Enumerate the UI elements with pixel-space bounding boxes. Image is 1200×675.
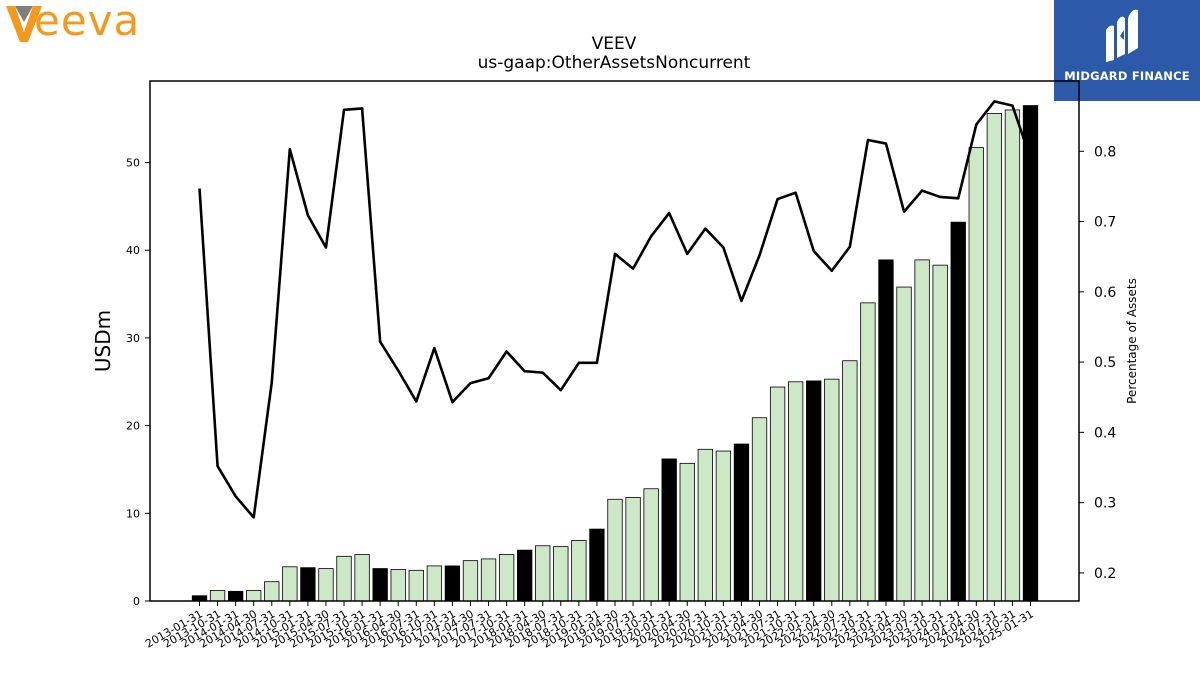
veeva-logo-text: eeva (34, 0, 141, 45)
bar-2020-01-31 (661, 458, 677, 602)
y-tick-label: 10 (126, 507, 140, 520)
bar-2016-04-30 (390, 569, 406, 602)
bar-2018-01-31 (517, 549, 533, 602)
y-tick-label: 40 (126, 244, 140, 257)
y-tick-label: 0 (133, 595, 140, 608)
bar-2021-10-31 (788, 381, 804, 602)
bar-2021-04-30 (751, 417, 768, 602)
bar-2017-10-31 (498, 554, 515, 602)
bar-2023-07-31 (914, 259, 930, 602)
bar-2014-04-30 (246, 590, 262, 602)
chart-title: VEEV (592, 34, 637, 54)
bar-2019-07-31 (625, 497, 641, 602)
bar-2015-10-31 (354, 554, 370, 602)
y2-tick-label: 0.7 (1094, 215, 1116, 231)
bar-2018-04-30 (535, 545, 551, 602)
bar-2021-07-31 (769, 386, 786, 602)
bar-2014-01-31 (227, 590, 244, 602)
bar-2022-07-31 (842, 360, 858, 602)
bar-2022-04-30 (824, 378, 840, 602)
bar-2020-10-31 (715, 450, 732, 602)
bar-2024-10-31 (1004, 109, 1021, 602)
y-tick-label: 50 (126, 157, 140, 170)
y2-tick-label: 0.4 (1094, 425, 1116, 441)
midgard-finance-wordmark: MIDGARD FINANCE (1064, 69, 1190, 83)
bar-2019-10-31 (643, 488, 659, 602)
bar-2013-10-31 (209, 590, 226, 602)
bar-2017-04-30 (462, 560, 479, 602)
bar-2023-01-31 (878, 259, 894, 602)
veeva-v-icon (6, 6, 42, 42)
y2-tick-label: 0.6 (1094, 285, 1116, 301)
bar-2018-07-31 (553, 546, 569, 602)
y2-tick-label: 0.8 (1094, 144, 1116, 160)
y-axis-right: 0.2 0.3 0.4 0.5 0.6 0.7 0.8 (1079, 144, 1116, 582)
bar-series (191, 105, 1039, 602)
y-tick-label: 30 (126, 332, 140, 345)
y-tick-label: 20 (126, 420, 140, 433)
bar-2021-01-31 (733, 443, 750, 602)
bar-2024-07-31 (986, 113, 1003, 602)
y2-tick-label: 0.5 (1094, 355, 1116, 371)
bar-2024-01-31 (950, 221, 966, 602)
bar-2023-04-30 (896, 286, 912, 602)
bar-2015-01-31 (300, 567, 316, 602)
bar-2013-01-31 (191, 595, 208, 602)
bar-2019-01-31 (589, 528, 605, 602)
bar-2020-07-31 (697, 448, 713, 602)
percentage-line (198, 100, 1032, 519)
bar-2014-07-31 (264, 581, 280, 602)
bar-2016-07-31 (408, 569, 424, 602)
bar-2022-01-31 (806, 380, 822, 602)
line-series (198, 100, 1032, 519)
bar-2017-07-31 (480, 558, 497, 602)
y-axis-left: 0 10 20 30 40 50 (126, 157, 150, 608)
bar-2022-10-31 (860, 302, 876, 602)
bar-2016-01-31 (372, 568, 388, 602)
bar-2014-10-31 (282, 566, 298, 602)
chart-subtitle: us-gaap:OtherAssetsNoncurrent (478, 53, 751, 73)
bar-2020-04-30 (679, 462, 695, 602)
y-axis-label: USDm (91, 310, 115, 372)
bar-2018-10-31 (571, 540, 587, 602)
x-axis: 2013-01-312013-10-312014-01-312014-04-30… (143, 601, 1036, 651)
bar-2019-04-30 (607, 498, 623, 602)
veeva-logo: eeva (4, 0, 174, 48)
y2-tick-label: 0.3 (1094, 496, 1116, 512)
bar-2016-10-31 (426, 565, 443, 602)
midgard-m-icon (1106, 9, 1138, 62)
bar-2023-10-31 (932, 264, 948, 602)
y2-tick-label: 0.2 (1094, 566, 1116, 582)
bar-2024-04-30 (968, 147, 984, 602)
bar-2015-07-31 (336, 555, 352, 602)
bar-2017-01-31 (444, 565, 461, 602)
bar-2015-04-30 (318, 568, 334, 602)
bar-2025-01-31 (1022, 105, 1039, 602)
y2-axis-label: Percentage of Assets (1125, 278, 1139, 404)
